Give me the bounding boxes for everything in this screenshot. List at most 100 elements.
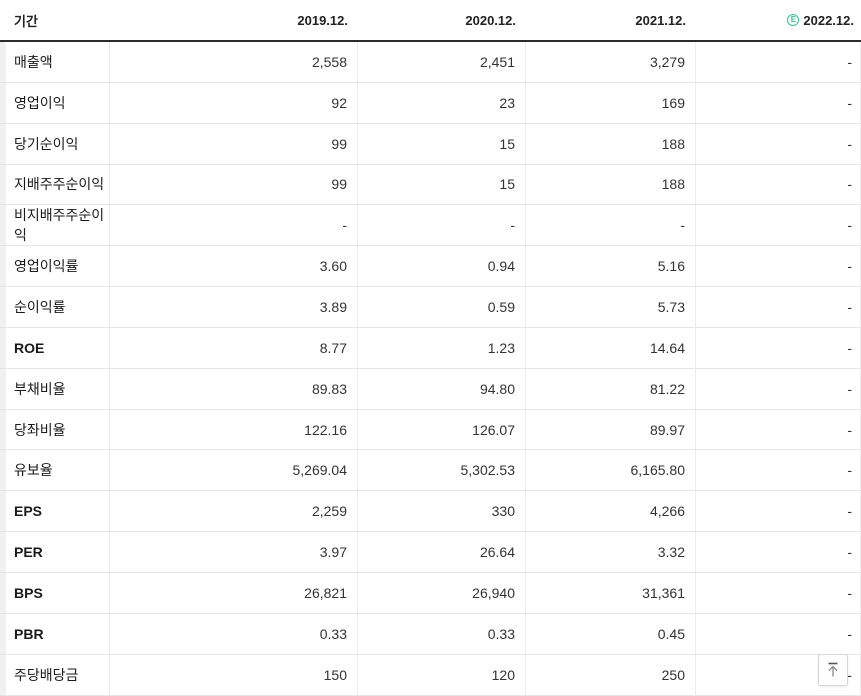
table-row: 순이익률 3.89 0.59 5.73-	[0, 287, 861, 328]
cell-value: 81.22	[526, 368, 696, 409]
cell-value: -	[526, 205, 696, 246]
column-header-2019: 2019.12.	[110, 13, 358, 28]
table-header-row: 기간 2019.12. 2020.12. 2021.12. E 2022.12.	[0, 0, 861, 42]
cell-value: 26.64	[358, 532, 526, 572]
cell-value: 26,821	[110, 572, 358, 613]
cell-value: -	[696, 287, 861, 327]
column-header-label: 2019.12.	[297, 12, 348, 28]
cell-value: 2,451	[358, 42, 526, 82]
row-label: 비지배주주순이익	[0, 205, 110, 246]
cell-value: 99	[110, 123, 358, 164]
cell-value: 31,361	[526, 572, 696, 613]
cell-value: -	[696, 246, 861, 287]
row-label: 영업이익	[0, 82, 110, 123]
row-label: 유보율	[0, 450, 110, 491]
cell-value: 2,259	[110, 491, 358, 532]
cell-value: -	[358, 205, 526, 246]
cell-value: 250	[526, 654, 696, 695]
row-label: PER	[0, 532, 110, 572]
cell-value: 5.16	[526, 246, 696, 287]
cell-value: 92	[110, 82, 358, 123]
table-row: 당기순이익 99 15 188-	[0, 123, 861, 165]
table-body: 매출액 2,558 2,451 3,279- 영업이익 92 23 169- 당기순이익 99 15…	[0, 42, 861, 696]
cell-value: 5,302.53	[358, 450, 526, 491]
table-row: 매출액 2,558 2,451 3,279-	[0, 42, 861, 83]
cell-value: -	[696, 532, 861, 572]
row-label: 주당배당금	[0, 654, 110, 695]
table-row: 영업이익 92 23 169-	[0, 82, 861, 124]
cell-value: -	[696, 450, 861, 491]
row-label: PBR	[0, 613, 110, 654]
column-header-label: 2022.12.	[803, 12, 854, 28]
cell-value: 1.23	[358, 327, 526, 368]
scroll-to-top-button[interactable]	[818, 654, 848, 686]
table-row: 유보율 5,269.04 5,302.53 6,165.80-	[0, 450, 861, 492]
table-row: 영업이익률 3.60 0.94 5.16-	[0, 246, 861, 288]
cell-value: 0.33	[358, 613, 526, 654]
left-edge-strip	[0, 42, 6, 696]
cell-value: 169	[526, 82, 696, 123]
cell-value: 3.97	[110, 532, 358, 572]
row-label: 당좌비율	[0, 409, 110, 450]
table-row: EPS 2,259 330 4,266-	[0, 491, 861, 533]
table-row: 주당배당금 150 120 250-	[0, 654, 861, 696]
column-header-2020: 2020.12.	[358, 13, 526, 28]
column-header-2021: 2021.12.	[526, 13, 696, 28]
cell-value: 5,269.04	[110, 450, 358, 491]
cell-value: -	[696, 491, 861, 532]
cell-value: -	[696, 123, 861, 164]
cell-value: -	[110, 205, 358, 246]
row-label: 순이익률	[0, 287, 110, 327]
cell-value: 3.89	[110, 287, 358, 327]
cell-value: -	[696, 42, 861, 82]
row-label: EPS	[0, 491, 110, 532]
row-label: 지배주주순이익	[0, 164, 110, 205]
cell-value: 0.94	[358, 246, 526, 287]
cell-value: 126.07	[358, 409, 526, 450]
cell-value: 5.73	[526, 287, 696, 327]
table-row: 지배주주순이익 99 15 188-	[0, 164, 861, 206]
cell-value: -	[696, 164, 861, 205]
period-header-label: 기간	[14, 13, 38, 29]
estimate-icon: E	[787, 14, 800, 26]
row-label: 매출액	[0, 42, 110, 82]
cell-value: 330	[358, 491, 526, 532]
cell-value: 2,558	[110, 42, 358, 82]
cell-value: 0.59	[358, 287, 526, 327]
table-row: BPS 26,821 26,940 31,361-	[0, 572, 861, 614]
cell-value: 6,165.80	[526, 450, 696, 491]
cell-value: 0.45	[526, 613, 696, 654]
cell-value: 94.80	[358, 368, 526, 409]
cell-value: 3.32	[526, 532, 696, 572]
arrow-up-to-bar-icon	[828, 662, 838, 677]
table-row: PBR 0.33 0.33 0.45-	[0, 613, 861, 655]
cell-value: 188	[526, 164, 696, 205]
cell-value: 15	[358, 164, 526, 205]
row-label: 부채비율	[0, 368, 110, 409]
row-label: ROE	[0, 327, 110, 368]
cell-value: 89.83	[110, 368, 358, 409]
table-row: 비지배주주순이익 - - - -	[0, 205, 861, 247]
row-label: BPS	[0, 572, 110, 613]
cell-value: 120	[358, 654, 526, 695]
cell-value: 89.97	[526, 409, 696, 450]
cell-value: -	[696, 613, 861, 654]
column-header-label: 2021.12.	[635, 12, 686, 28]
table-row: 부채비율 89.83 94.80 81.22-	[0, 368, 861, 410]
cell-value: 14.64	[526, 327, 696, 368]
cell-value: 4,266	[526, 491, 696, 532]
table-row: ROE 8.77 1.23 14.64-	[0, 327, 861, 369]
cell-value: 99	[110, 164, 358, 205]
column-header-2022-estimate: E 2022.12.	[696, 13, 861, 28]
cell-value: -	[696, 572, 861, 613]
cell-value: 15	[358, 123, 526, 164]
row-label: 영업이익률	[0, 246, 110, 287]
table-row: 당좌비율 122.16 126.07 89.97-	[0, 409, 861, 451]
cell-value: 188	[526, 123, 696, 164]
cell-value: 122.16	[110, 409, 358, 450]
column-header-label: 2020.12.	[465, 12, 516, 28]
cell-value: -	[696, 327, 861, 368]
row-label: 당기순이익	[0, 123, 110, 164]
cell-value: 150	[110, 654, 358, 695]
